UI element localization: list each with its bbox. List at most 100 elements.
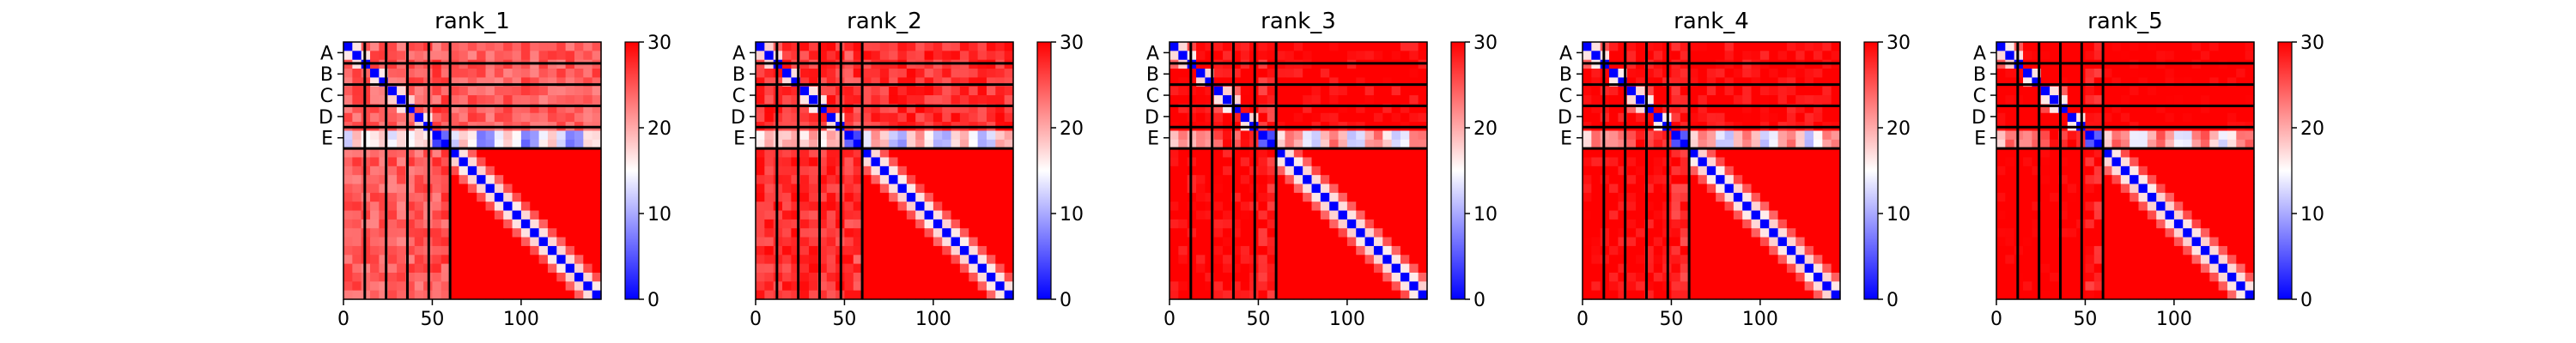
heatmap-cell	[1751, 42, 1761, 51]
heatmap-cell	[2093, 104, 2104, 114]
heatmap-cell	[791, 77, 801, 87]
heatmap-cell	[459, 184, 469, 194]
heatmap-cell	[1213, 184, 1224, 194]
heatmap-cell	[897, 237, 908, 247]
heatmap-cell	[897, 219, 908, 229]
heatmap-cell	[370, 139, 380, 149]
heatmap-cell	[583, 263, 593, 274]
heatmap-cell	[565, 157, 575, 167]
heatmap-cell	[2200, 157, 2210, 167]
heatmap-cell	[1223, 95, 1233, 105]
heatmap-cell	[1698, 69, 1708, 78]
heatmap-cell	[791, 290, 801, 300]
heatmap-cell	[503, 175, 513, 185]
heatmap-cell	[450, 130, 460, 141]
heatmap-cell	[1346, 192, 1357, 202]
heatmap-cell	[397, 69, 407, 78]
heatmap-cell	[1759, 237, 1770, 247]
heatmap-cell	[871, 272, 881, 282]
heatmap-cell	[2005, 86, 2015, 96]
heatmap-cell	[915, 148, 926, 159]
heatmap-cell	[2111, 104, 2122, 114]
heatmap-cell	[871, 245, 881, 256]
heatmap-cell	[1671, 192, 1681, 202]
heatmap-cell	[791, 42, 801, 51]
colorbar-tick-label: 0	[647, 290, 659, 311]
heatmap-cell	[583, 86, 593, 96]
heatmap-cell	[1653, 104, 1663, 114]
heatmap-cell	[1258, 192, 1268, 202]
heatmap-cell	[565, 139, 575, 149]
heatmap-cell	[2191, 219, 2202, 229]
heatmap-cell	[583, 104, 593, 114]
heatmap-cell	[1240, 202, 1250, 212]
heatmap-cell	[450, 165, 460, 176]
heatmap-cell	[1777, 42, 1788, 51]
heatmap-cell	[791, 237, 801, 247]
heatmap-cell	[1400, 139, 1410, 149]
heatmap-cell	[853, 192, 863, 202]
heatmap-cell	[450, 202, 460, 212]
heatmap-cell	[986, 192, 996, 202]
heatmap-cell	[1170, 202, 1179, 212]
heatmap-cell	[485, 255, 495, 265]
heatmap-cell	[1267, 95, 1277, 105]
heatmap-cell	[405, 272, 416, 282]
heatmap-cell	[756, 42, 765, 51]
heatmap-cell	[2058, 272, 2069, 282]
heatmap-cell	[1338, 69, 1348, 78]
heatmap-cell	[1258, 42, 1268, 51]
heatmap-cell	[995, 290, 1005, 300]
heatmap-cell	[1258, 69, 1268, 78]
heatmap-cell	[1196, 237, 1206, 247]
heatmap-cell	[986, 210, 996, 220]
heatmap-cell	[477, 42, 487, 51]
heatmap-cell	[1831, 263, 1841, 274]
heatmap-cell	[574, 263, 584, 274]
heatmap-cell	[1742, 175, 1753, 185]
heatmap-cell	[844, 192, 854, 202]
heatmap-cell	[343, 255, 353, 265]
heatmap-cell	[817, 228, 828, 238]
heatmap-cell	[2111, 237, 2122, 247]
heatmap-cell	[467, 255, 477, 265]
heatmap-cell	[2173, 237, 2184, 247]
heatmap-cell	[2129, 148, 2140, 159]
heatmap-cell	[485, 165, 495, 176]
heatmap-cell	[756, 157, 765, 167]
heatmap-cell	[1804, 130, 1814, 141]
heatmap-cell	[959, 157, 969, 167]
heatmap-cell	[379, 139, 389, 149]
heatmap-cell	[1240, 42, 1250, 51]
heatmap-cell	[871, 228, 881, 238]
heatmap-cell	[565, 112, 575, 123]
heatmap-cell	[503, 69, 513, 78]
heatmap-cell	[485, 104, 495, 114]
heatmap-cell	[1320, 86, 1330, 96]
heatmap-cell	[343, 202, 353, 212]
heatmap-cell	[782, 281, 792, 292]
heatmap-cell	[1356, 157, 1366, 167]
heatmap-cell	[969, 95, 979, 105]
heatmap-cell	[2156, 69, 2166, 78]
heatmap-cell	[2032, 112, 2042, 123]
heatmap-cell	[352, 281, 362, 292]
heatmap-cell	[1653, 165, 1663, 176]
heatmap-cell	[592, 104, 602, 114]
heatmap-cell	[1804, 281, 1814, 292]
heatmap-cell	[2236, 210, 2246, 220]
heatmap-cell	[379, 104, 389, 114]
heatmap-cell	[2040, 175, 2050, 185]
heatmap-cell	[1196, 148, 1206, 159]
heatmap-cell	[1689, 290, 1699, 300]
heatmap-cell	[1170, 184, 1179, 194]
heatmap-cell	[1591, 157, 1601, 167]
heatmap-cell	[1786, 281, 1796, 292]
heatmap-cell	[1644, 237, 1655, 247]
heatmap-cell	[2138, 157, 2148, 167]
heatmap-cell	[915, 210, 926, 220]
heatmap-cell	[352, 69, 362, 78]
heatmap-cell	[1795, 69, 1806, 78]
heatmap-cell	[1822, 202, 1832, 212]
heatmap-cell	[871, 104, 881, 114]
